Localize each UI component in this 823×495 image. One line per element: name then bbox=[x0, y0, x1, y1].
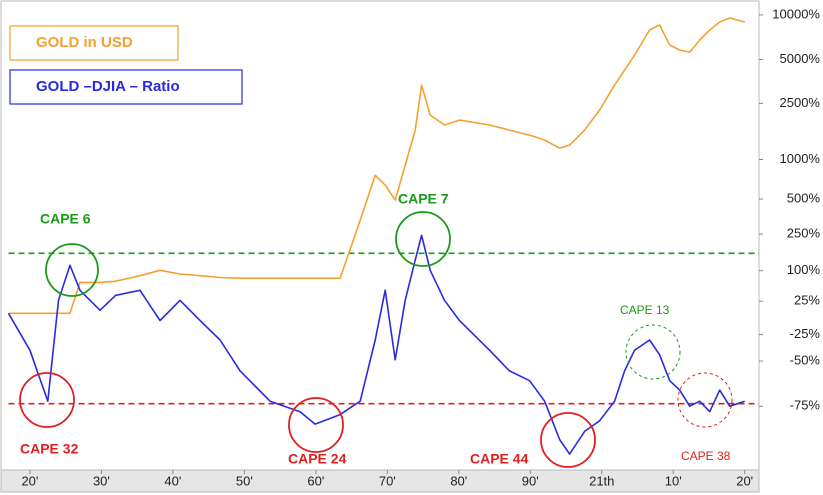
x-tick-label: 20' bbox=[21, 473, 38, 488]
annotation-label: CAPE 13 bbox=[620, 303, 670, 317]
annotation-circle bbox=[288, 397, 344, 453]
annotation-circle bbox=[395, 211, 451, 267]
annotation-circle bbox=[677, 372, 733, 428]
y-tick-label: 500% bbox=[787, 190, 821, 205]
x-tick-label: 60' bbox=[307, 473, 324, 488]
legend-box bbox=[9, 69, 243, 105]
y-tick-label: -50% bbox=[790, 352, 821, 367]
x-axis-band bbox=[0, 469, 760, 493]
legend-label: GOLD in USD bbox=[36, 34, 133, 51]
annotation-label: CAPE 24 bbox=[288, 451, 347, 467]
x-tick-label: 40' bbox=[164, 473, 181, 488]
series-line bbox=[8, 17, 745, 315]
x-tick-label: 10' bbox=[665, 473, 682, 488]
x-tick-label: 20' bbox=[736, 473, 753, 488]
y-tick-label: 25% bbox=[794, 293, 820, 308]
series-line bbox=[7, 234, 745, 455]
legend-label: GOLD –DJIA – Ratio bbox=[36, 78, 180, 95]
annotation-label: CAPE 38 bbox=[681, 449, 731, 463]
x-tick-label: 50' bbox=[236, 473, 253, 488]
y-tick-label: -25% bbox=[790, 326, 821, 341]
x-tick-label: 21th bbox=[589, 473, 614, 488]
x-tick-label: 30' bbox=[93, 473, 110, 488]
y-tick-label: 100% bbox=[787, 262, 821, 277]
y-tick-label: 1000% bbox=[780, 151, 821, 166]
y-tick-label: 10000% bbox=[772, 6, 820, 21]
annotation-label: CAPE 32 bbox=[20, 441, 79, 457]
legend-box bbox=[9, 25, 179, 61]
annotation-circle bbox=[540, 412, 596, 468]
y-tick-label: 250% bbox=[787, 226, 821, 241]
x-tick-label: 70' bbox=[379, 473, 396, 488]
x-tick-label: 90' bbox=[522, 473, 539, 488]
annotation-label: CAPE 6 bbox=[40, 211, 91, 227]
y-tick-label: 2500% bbox=[780, 95, 821, 110]
x-tick-label: 80' bbox=[450, 473, 467, 488]
annotation-circle bbox=[45, 243, 99, 297]
y-tick-label: 5000% bbox=[780, 51, 821, 66]
y-tick-label: -75% bbox=[790, 398, 821, 413]
annotation-label: CAPE 7 bbox=[398, 191, 449, 207]
annotation-label: CAPE 44 bbox=[470, 451, 529, 467]
annotation-circle bbox=[19, 372, 75, 428]
annotation-circle bbox=[625, 324, 681, 380]
